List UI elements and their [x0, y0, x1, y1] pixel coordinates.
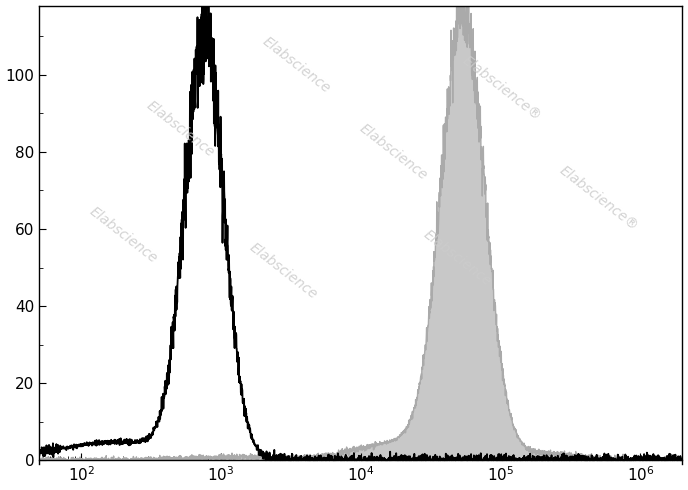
- Text: Elabscience®: Elabscience®: [460, 53, 544, 123]
- Text: Elabscience: Elabscience: [247, 241, 321, 302]
- Text: Elabscience: Elabscience: [144, 98, 217, 160]
- Text: Elabscience: Elabscience: [421, 227, 494, 289]
- Text: Elabscience: Elabscience: [86, 204, 160, 266]
- Text: Elabscience: Elabscience: [260, 34, 333, 96]
- Text: Elabscience®: Elabscience®: [557, 163, 641, 233]
- Text: Elabscience: Elabscience: [356, 122, 429, 183]
